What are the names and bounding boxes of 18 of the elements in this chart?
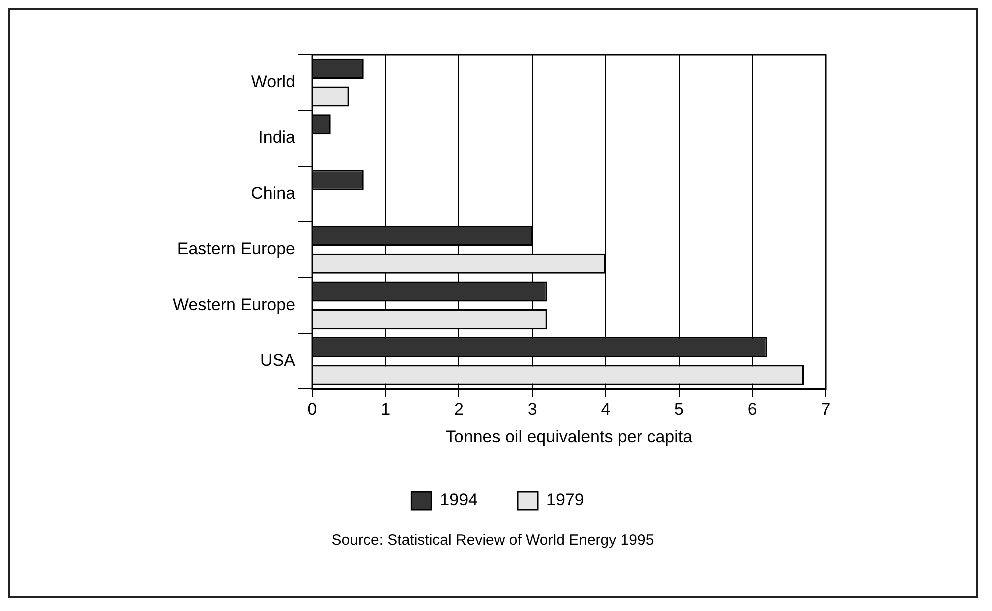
x-tick-label: 3 xyxy=(528,400,538,420)
y-tick-label: China xyxy=(251,184,296,203)
x-tick-label: 4 xyxy=(601,400,611,420)
y-tick-label: Eastern Europe xyxy=(177,240,296,259)
x-tick-label: 1 xyxy=(381,400,391,420)
x-tick-label: 5 xyxy=(674,400,684,420)
source-note: Source: Statistical Review of World Energy 1995 xyxy=(330,532,656,549)
x-tick-label: 0 xyxy=(308,400,318,420)
legend-label: 1994 xyxy=(440,490,478,510)
legend-label: 1979 xyxy=(546,490,584,510)
x-tick-label: 7 xyxy=(821,400,831,420)
y-tick-label: World xyxy=(251,72,296,92)
y-tick-label: Western Europe xyxy=(172,295,296,314)
x-tick-label: 6 xyxy=(748,400,758,420)
y-tick-label: USA xyxy=(260,351,296,370)
x-tick-label: 2 xyxy=(454,400,464,420)
y-tick-label: India xyxy=(258,128,296,148)
x-axis-title: Tonnes oil equivalents per capita xyxy=(446,427,694,446)
